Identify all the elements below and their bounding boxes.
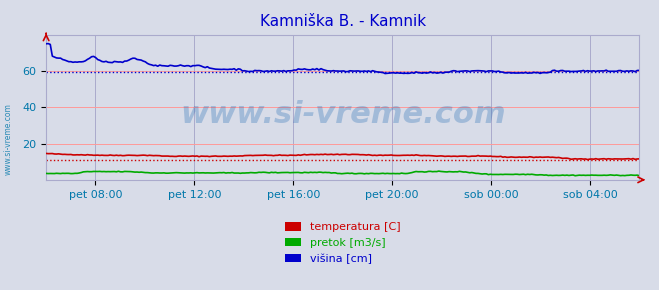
Title: Kamniška B. - Kamnik: Kamniška B. - Kamnik xyxy=(260,14,426,30)
Text: www.si-vreme.com: www.si-vreme.com xyxy=(180,100,505,129)
Text: www.si-vreme.com: www.si-vreme.com xyxy=(3,103,13,175)
Legend: temperatura [C], pretok [m3/s], višina [cm]: temperatura [C], pretok [m3/s], višina [… xyxy=(280,218,405,269)
